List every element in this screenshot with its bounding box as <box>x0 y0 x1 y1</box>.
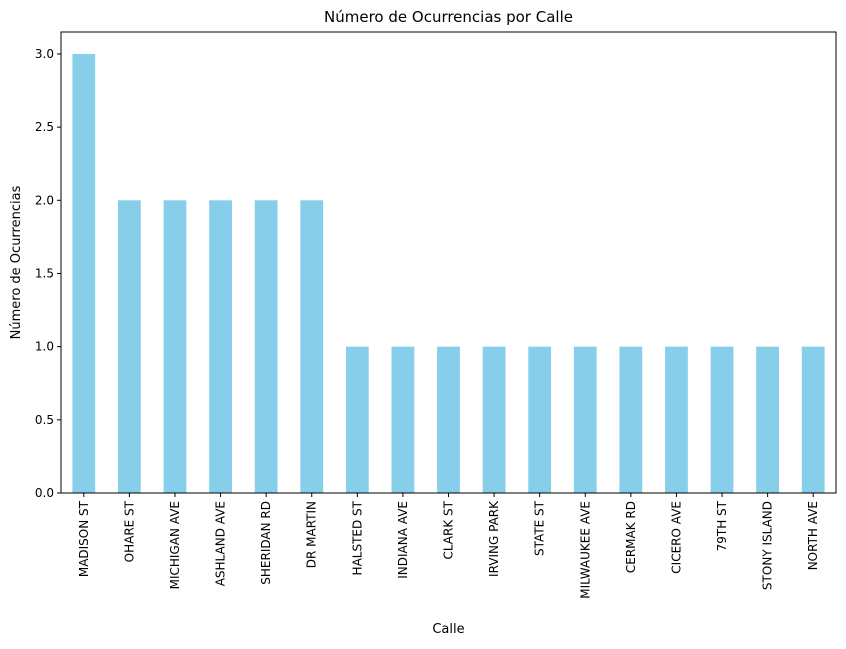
bar-michigan-ave <box>163 200 187 494</box>
bar-halsted-st <box>345 346 369 493</box>
x-tick-label: 79TH ST <box>715 500 729 551</box>
x-tick-label: DR MARTIN <box>305 501 319 568</box>
x-tick-label: OHARE ST <box>122 500 136 562</box>
y-tick-label: 2.5 <box>35 120 54 134</box>
x-axis-label: Calle <box>432 622 464 637</box>
x-tick-label: IRVING PARK <box>487 500 501 577</box>
bar-cicero-ave <box>665 346 688 493</box>
bar-irving-park <box>482 346 506 493</box>
x-tick-label: NORTH AVE <box>806 501 820 570</box>
bars-group <box>72 53 825 494</box>
x-ticks-group: MADISON ST OHARE ST MICHIGAN AVE ASHLAND AV… <box>77 493 820 599</box>
bar-milwaukee-ave <box>573 346 597 493</box>
bar-north-ave <box>801 346 825 493</box>
x-tick-label: CLARK ST <box>442 500 456 559</box>
x-tick-label: STONY ISLAND <box>761 501 775 590</box>
bar-madison-st <box>72 53 96 493</box>
plot-frame <box>60 31 837 494</box>
bar-state-st <box>528 346 552 493</box>
x-tick-label: SHERIDAN RD <box>259 501 273 585</box>
x-tick-label: MILWAUKEE AVE <box>578 501 592 599</box>
x-tick-label: STATE ST <box>533 500 547 556</box>
y-tick-label: 2.0 <box>35 193 54 207</box>
x-tick-label: MICHIGAN AVE <box>168 501 182 589</box>
x-tick-label: HALSTED ST <box>350 500 364 575</box>
y-tick-label: 0.0 <box>35 486 54 500</box>
y-tick-label: 1.5 <box>35 266 54 280</box>
bar-ohare-st <box>117 200 141 494</box>
y-tick-label: 1.0 <box>35 340 54 354</box>
bar-ashland-ave <box>209 200 232 494</box>
x-tick-label: MADISON ST <box>77 500 91 577</box>
bar-dr-martin <box>300 200 324 494</box>
chart-title: Número de Ocurrencias por Calle <box>324 8 573 26</box>
x-tick-label: CERMAK RD <box>624 501 638 573</box>
y-tick-label: 0.5 <box>35 413 54 427</box>
y-ticks-group: 0.0 0.5 1.0 1.5 2.0 2.5 3.0 <box>35 47 61 500</box>
bar-79th-st <box>710 346 734 493</box>
bar-clark-st <box>437 346 460 493</box>
bar-cermak-rd <box>619 346 643 493</box>
bar-sheridan-rd <box>254 200 278 494</box>
y-tick-label: 3.0 <box>35 47 54 61</box>
x-tick-label: ASHLAND AVE <box>214 501 228 586</box>
x-tick-label: INDIANA AVE <box>396 501 410 579</box>
x-tick-label: CICERO AVE <box>669 501 683 574</box>
bar-stony-island <box>756 346 780 493</box>
y-axis-label: Número de Ocurrencias <box>9 185 24 339</box>
bar-indiana-ave <box>391 346 415 493</box>
